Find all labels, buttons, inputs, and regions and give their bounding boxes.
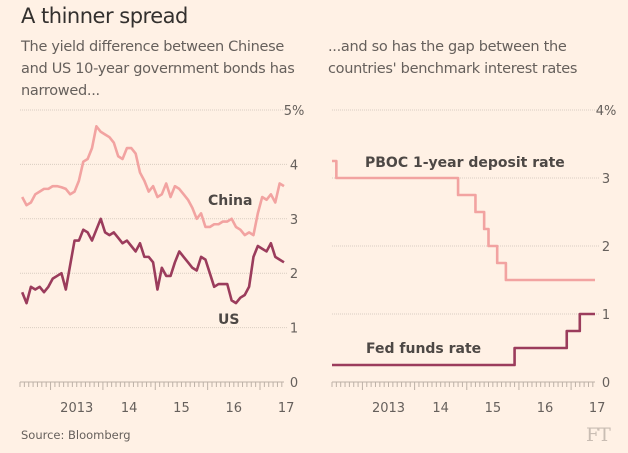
x-tick-label: 2013 (60, 401, 93, 416)
series-label: China (208, 193, 252, 209)
x-tick-label: 17 (278, 401, 295, 416)
x-tick-label: 14 (432, 401, 449, 416)
x-tick-label: 2013 (372, 401, 405, 416)
x-tick-label: 15 (173, 401, 190, 416)
y-tick-label: 2 (290, 267, 298, 282)
y-tick-label: 0 (602, 376, 610, 391)
series-label: Fed funds rate (366, 341, 481, 357)
ft-logo: FT (586, 424, 611, 446)
series-line-us (20, 217, 285, 305)
chart-panel-2: 4% 3 2 1 0 2013 14 15 16 17 PBOC 1-year deposit ra… (331, 104, 617, 416)
y-tick-label: 4 (290, 158, 298, 173)
y-tick-label: 3 (602, 172, 610, 187)
x-tick-label: 16 (226, 401, 243, 416)
y-tick-label: 4% (596, 104, 617, 119)
x-tick-label: 15 (485, 401, 502, 416)
chart-panel-1: 5% 4 3 2 1 0 2013 14 15 16 17 China US (19, 104, 305, 416)
y-tick-label: 1 (290, 322, 298, 337)
y-tick-label: 3 (290, 213, 298, 228)
y-tick-label: 5% (284, 104, 305, 119)
series-label: PBOC 1-year deposit rate (365, 155, 565, 171)
x-tick-label: 16 (537, 401, 554, 416)
series-line-pboc-1-year-deposit-rate (332, 159, 595, 282)
left-subtitle: The yield difference between Chinese and… (21, 39, 295, 99)
series-line-china (21, 125, 285, 237)
x-tick-label: 14 (121, 401, 138, 416)
source-note: Source: Bloomberg (21, 428, 131, 442)
y-tick-label: 2 (602, 240, 610, 255)
series-line-fed-funds-rate (332, 312, 595, 367)
right-subtitle: ...and so has the gap between the countr… (328, 39, 578, 77)
series-label: US (218, 312, 239, 328)
y-tick-label: 1 (602, 308, 610, 323)
y-tick-label: 0 (290, 376, 298, 391)
chart-title: A thinner spread (21, 4, 188, 28)
x-tick-label: 17 (589, 401, 606, 416)
